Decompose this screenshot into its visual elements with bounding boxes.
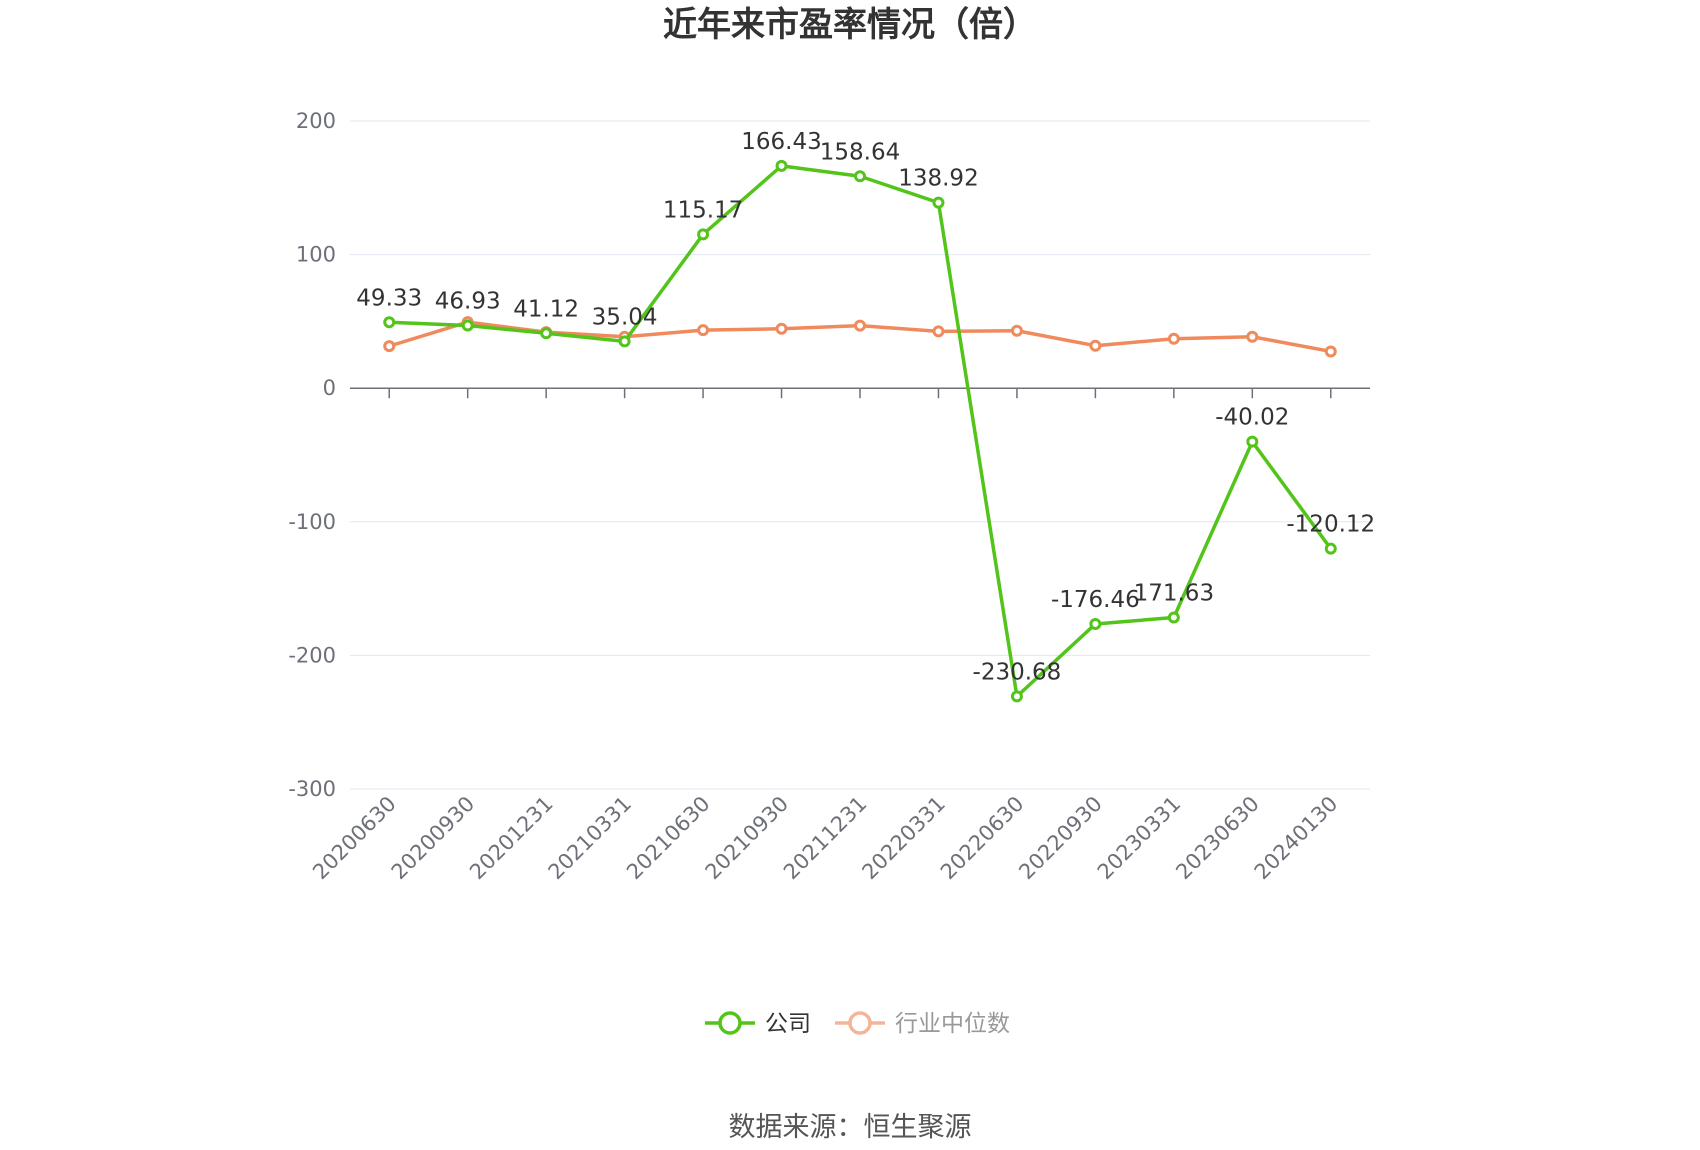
legend-label: 行业中位数 xyxy=(895,1011,1010,1037)
data-point[interactable] xyxy=(697,324,710,337)
data-labels: 49.33 46.93 41.12 35.04 115.17 166.43158.6413… xyxy=(356,129,1375,686)
data-label: -176.46 xyxy=(1051,587,1140,613)
data-point[interactable] xyxy=(540,327,553,340)
legend-marker xyxy=(718,1011,742,1035)
data-point[interactable] xyxy=(1246,330,1259,343)
data-point[interactable] xyxy=(697,228,710,241)
data-point[interactable] xyxy=(854,319,866,332)
data-point[interactable] xyxy=(932,325,945,338)
legend[interactable]: 公司 行业中位数 xyxy=(705,1011,1010,1037)
data-label: 41.12 xyxy=(513,296,579,322)
y-tick-label: 0 xyxy=(323,376,336,400)
series-lines xyxy=(383,159,1337,703)
data-point[interactable] xyxy=(1324,345,1337,358)
data-point[interactable] xyxy=(383,316,396,329)
data-point[interactable] xyxy=(383,340,396,353)
legend-item-0[interactable]: 公司 xyxy=(705,1011,811,1037)
legend-item-1[interactable]: 行业中位数 xyxy=(835,1011,1010,1037)
data-label: 158.64 xyxy=(820,139,900,165)
data-point[interactable] xyxy=(1246,435,1259,448)
data-label: -120.12 xyxy=(1286,512,1375,538)
data-label: 166.43 xyxy=(741,129,821,155)
data-point[interactable] xyxy=(775,159,788,172)
data-point[interactable] xyxy=(932,196,945,209)
x-tick-label: 20211231 xyxy=(779,792,872,885)
x-tick-label: 20200930 xyxy=(387,792,480,885)
x-tick-label: 20210331 xyxy=(544,792,637,885)
x-tick-label: 20230630 xyxy=(1171,792,1264,885)
data-point[interactable] xyxy=(461,319,474,332)
y-tick-label: 200 xyxy=(296,109,336,133)
series-line-0 xyxy=(389,164,1333,699)
legend-label: 公司 xyxy=(765,1011,811,1037)
x-tick-label: 20220331 xyxy=(857,792,950,885)
x-tick-label: 20200630 xyxy=(308,792,401,885)
data-point[interactable] xyxy=(1167,332,1180,345)
data-point[interactable] xyxy=(1089,617,1102,630)
data-point[interactable] xyxy=(1010,690,1023,703)
data-label: 35.04 xyxy=(592,304,658,330)
y-tick-label: 100 xyxy=(296,243,336,267)
data-point[interactable] xyxy=(618,335,631,348)
data-point[interactable] xyxy=(1010,324,1023,337)
data-point[interactable] xyxy=(775,322,788,335)
data-label: -40.02 xyxy=(1215,405,1289,431)
chart-title: 近年来市盈率情况（倍） xyxy=(663,5,1037,45)
data-label: -230.68 xyxy=(973,659,1062,685)
data-point[interactable] xyxy=(1089,339,1102,352)
x-tick-label: 20210930 xyxy=(701,792,794,885)
x-tick-label: 20210630 xyxy=(622,792,715,885)
data-point[interactable] xyxy=(1167,611,1180,624)
x-tick-label: 20230331 xyxy=(1093,792,1186,885)
x-tick-label: 20220930 xyxy=(1014,792,1107,885)
x-tick-label: 20201231 xyxy=(465,792,558,885)
y-tick-label: -300 xyxy=(288,777,336,801)
legend-marker xyxy=(848,1011,872,1035)
grid-lines xyxy=(350,120,1370,790)
data-point[interactable] xyxy=(854,170,866,183)
data-source: 数据来源：恒生聚源 xyxy=(729,1112,972,1143)
data-point[interactable] xyxy=(1324,542,1337,555)
data-label: 138.92 xyxy=(898,166,978,192)
y-axis: 200 100 0 -100 -200 -300 xyxy=(288,109,336,801)
data-label: 171.63 xyxy=(1134,580,1214,606)
y-tick-label: -200 xyxy=(288,643,336,667)
x-tick-label: 20220630 xyxy=(936,792,1029,885)
data-label: 115.17 xyxy=(663,197,743,223)
x-tick-label: 20240130 xyxy=(1250,792,1343,885)
x-axis: 2020063020200930202012312021033120210630… xyxy=(308,387,1370,885)
data-label: 46.93 xyxy=(435,289,501,315)
data-label: 49.33 xyxy=(356,285,422,311)
y-tick-label: -100 xyxy=(288,510,336,534)
